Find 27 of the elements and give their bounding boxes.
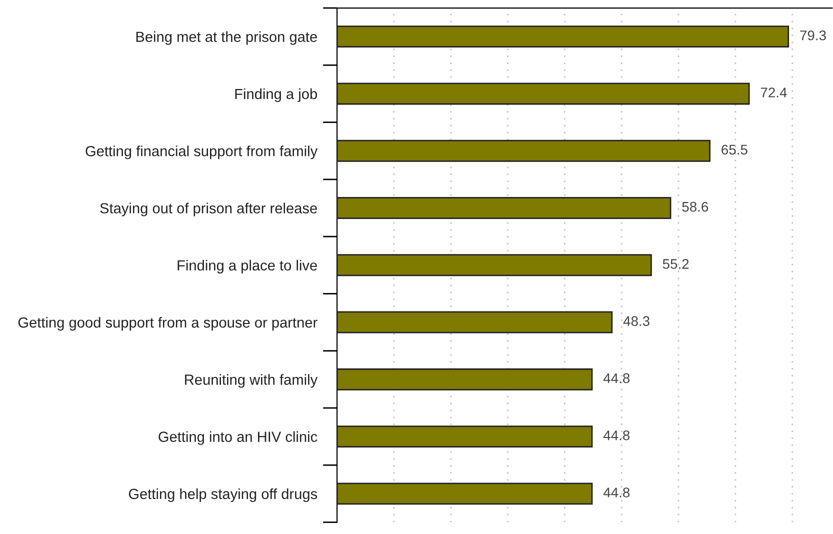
y-tick-label: Finding a job — [235, 88, 317, 102]
y-tick-label: Getting help staying off drugs — [128, 488, 318, 502]
data-label: 79.3 — [800, 30, 826, 40]
data-label: 65.5 — [722, 144, 748, 155]
bar — [337, 426, 593, 448]
y-tick-label: Reuniting with family — [185, 374, 318, 388]
data-label: 72.4 — [760, 88, 787, 98]
data-label: 44.8 — [603, 488, 630, 498]
y-tick-label: Staying out of prison after release — [100, 202, 317, 216]
bar — [337, 311, 613, 334]
data-label: 55.2 — [662, 259, 689, 269]
bar — [337, 82, 750, 105]
bar — [337, 368, 593, 390]
bar — [337, 482, 593, 505]
bar — [337, 140, 710, 162]
bar — [337, 254, 652, 276]
data-label: 44.8 — [603, 373, 630, 384]
y-tick-label: Getting good support from a spouse or partner — [18, 316, 318, 331]
data-label: 44.8 — [603, 430, 630, 440]
bar — [337, 197, 672, 219]
y-tick-label: Getting into an HIV clinic — [158, 431, 318, 445]
data-label: 58.6 — [682, 202, 708, 212]
y-tick-label: Getting financial support from family — [86, 146, 318, 160]
y-tick-label: Finding a place to live — [178, 260, 317, 274]
y-tick-label: Being met at the prison gate — [136, 31, 317, 45]
data-label: 48.3 — [623, 316, 650, 326]
bar — [337, 26, 790, 48]
